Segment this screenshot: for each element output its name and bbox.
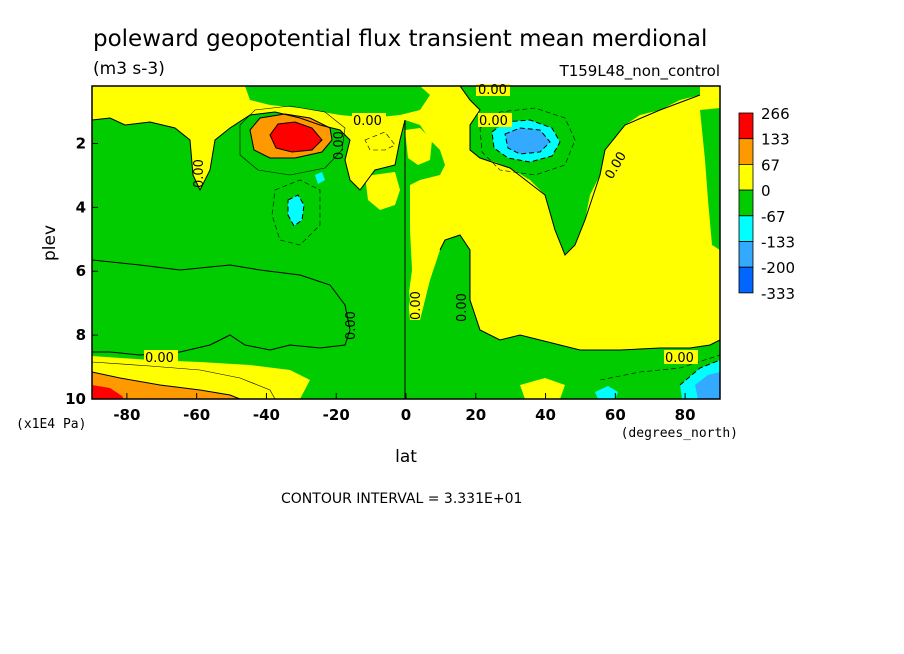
y-axis: 2 4 6 8 10 xyxy=(65,134,98,408)
y-tick-label: 10 xyxy=(65,390,86,408)
contour-label: 0.00 xyxy=(455,293,470,322)
x-tick-label: 60 xyxy=(605,406,626,424)
colorbar-swatch xyxy=(738,241,754,268)
plot-area: 0.00 0.00 0.00 0.00 0.00 0.00 0.00 0.00 … xyxy=(65,83,721,424)
colorbar-swatch xyxy=(738,112,754,140)
region-nh-surface-blue xyxy=(695,372,720,399)
x-tick-label: -20 xyxy=(323,406,350,424)
colorbar-label: 67 xyxy=(761,156,780,174)
x-axis: -80 -60 -40 -20 0 20 40 60 80 xyxy=(113,393,696,424)
colorbar-legend: 266 133 67 0 -67 -133 -200 -333 xyxy=(738,105,795,303)
y-tick-label: 6 xyxy=(76,262,86,280)
colorbar-swatch xyxy=(738,138,754,165)
contour-label: 0.00 xyxy=(353,114,382,129)
region-right-edge-green xyxy=(700,108,720,250)
colorbar-label: -67 xyxy=(761,208,786,226)
contour-lines xyxy=(92,86,720,399)
contour-label: 0.00 xyxy=(192,159,207,188)
x-tick-label: 0 xyxy=(401,406,411,424)
y-tick-label: 8 xyxy=(76,326,86,344)
chart-title: poleward geopotential flux transient mea… xyxy=(93,26,707,52)
colorbar-swatch xyxy=(738,215,754,242)
region-sh-surface-red xyxy=(92,385,124,399)
region-yellow-pocket-b xyxy=(480,172,530,245)
contour-lines-negative xyxy=(271,107,720,386)
x-tick-label: -80 xyxy=(113,406,140,424)
region-nh-upper-blue xyxy=(505,128,550,154)
colorbar-swatch xyxy=(738,163,754,191)
region-yellow-pocket-a xyxy=(405,128,432,165)
region-top-green xyxy=(245,86,430,118)
region-sh-mid-cyan xyxy=(288,195,304,226)
contour-labels: 0.00 0.00 0.00 0.00 0.00 0.00 0.00 0.00 … xyxy=(144,83,698,366)
x-tick-label: -40 xyxy=(253,406,280,424)
colorbar-label: 0 xyxy=(761,182,771,200)
x-tick-label: -60 xyxy=(183,406,210,424)
colorbar-label: -200 xyxy=(761,259,795,277)
contour-label: 0.00 xyxy=(332,131,347,160)
x-axis-units: (degrees_north) xyxy=(621,426,738,441)
x-tick-label: 80 xyxy=(675,406,696,424)
colorbar-label: 133 xyxy=(761,131,790,149)
contour-interval: CONTOUR INTERVAL = 3.331E+01 xyxy=(281,491,522,507)
colorbar-swatch xyxy=(738,266,754,294)
colorbar-swatch xyxy=(738,189,754,217)
region-surface-cyan-mid xyxy=(595,386,618,399)
y-tick-label: 2 xyxy=(76,134,86,152)
colorbar-label: 266 xyxy=(761,105,790,123)
run-label: T159L48_non_control xyxy=(559,62,720,81)
contour-label: 0.00 xyxy=(409,291,424,320)
y-tick-label: 4 xyxy=(76,198,86,216)
region-sh-lower-green xyxy=(92,260,350,355)
contour-label: 0.00 xyxy=(665,351,694,366)
region-sh-surface-orange xyxy=(92,372,240,399)
contour-label: 0.00 xyxy=(344,311,359,340)
units-label: (m3 s-3) xyxy=(93,59,165,79)
region-yellow-pocket-c xyxy=(365,172,400,210)
contour-label: 0.00 xyxy=(479,114,508,129)
region-sh-upper-red xyxy=(270,122,322,152)
x-axis-label: lat xyxy=(395,447,417,467)
y-axis-units: (x1E4 Pa) xyxy=(16,417,86,432)
x-tick-label: 20 xyxy=(465,406,486,424)
colorbar-label: -133 xyxy=(761,234,795,252)
colorbar-label: -333 xyxy=(761,285,795,303)
contour-label: 0.00 xyxy=(145,351,174,366)
region-sh-small-cyan xyxy=(315,172,325,184)
region-equator-green xyxy=(395,255,410,340)
y-axis-label: plev xyxy=(40,225,60,261)
region-yellow-bottom-nh xyxy=(520,378,565,399)
x-tick-label: 40 xyxy=(535,406,556,424)
